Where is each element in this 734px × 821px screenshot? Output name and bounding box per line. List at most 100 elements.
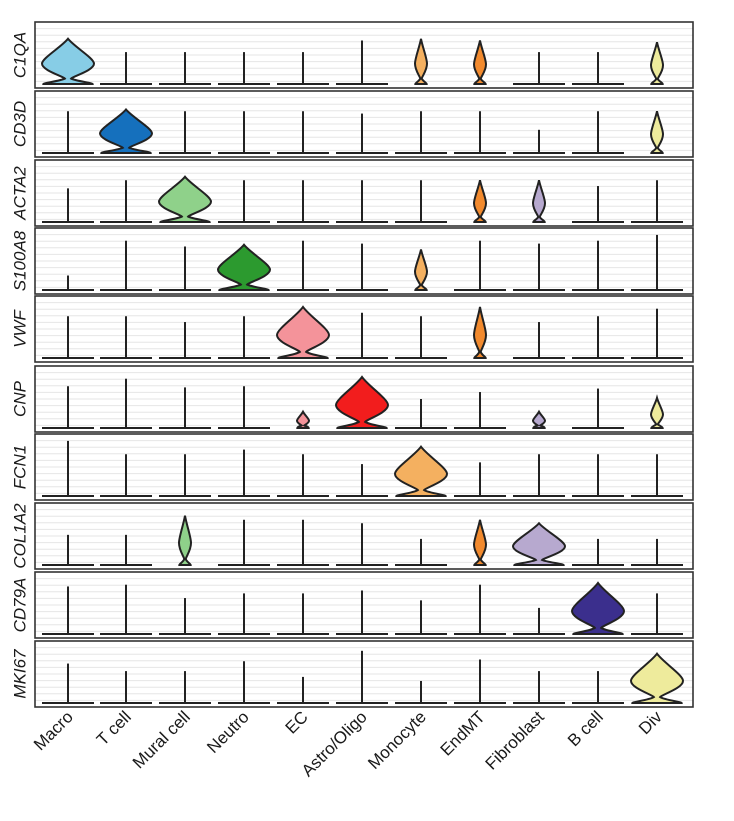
gene-panel-mki67: MKI67 [11,640,694,708]
violin-col1a2-mural-cell [177,515,193,566]
violin-mki67-endmt [454,659,506,704]
x-tick-label: EndMT [437,707,489,759]
violin-cd3d-fibroblast [513,129,565,154]
violin-acta2-b-cell [572,186,624,223]
violin-acta2-ec [277,180,329,223]
violin-mki67-t-cell [100,671,152,704]
violin-c1qa-macro [40,37,96,85]
violin-fcn1-t-cell [100,454,152,497]
violin-col1a2-neutro [218,519,270,566]
panel-border [34,295,694,363]
gene-panel-cnp: CNP [11,365,694,433]
violin-s100a8-monocyte [413,249,429,291]
violin-mki67-div [629,652,685,704]
violin-c1qa-endmt [472,40,488,85]
violin-col1a2-monocyte [395,538,447,566]
gene-panel-cd3d: CD3D [11,90,694,158]
violin-s100a8-neutro [216,243,272,291]
violin-s100a8-t-cell [100,240,152,291]
violin-cnp-ec [295,409,311,429]
violin-fcn1-endmt [454,462,506,497]
violin-mki67-macro [42,663,94,704]
violin-c1qa-t-cell [100,52,152,85]
violin-mki67-fibroblast [513,671,565,704]
violin-cd79a-fibroblast [513,607,565,635]
x-tick-label: B cell [564,707,607,750]
violin-fcn1-fibroblast [513,454,565,497]
violin-vwf-astro-oligo [336,312,388,359]
violin-col1a2-b-cell [572,538,624,566]
violin-cd3d-monocyte [395,111,447,154]
violin-c1qa-div [649,42,665,85]
violin-s100a8-endmt [454,240,506,291]
gene-panel-acta2: ACTA2 [11,159,694,227]
violin-c1qa-monocyte [413,38,429,85]
gene-label: FCN1 [11,445,30,489]
violin-cd79a-macro [42,586,94,635]
gene-panel-s100a8: S100A8 [11,227,694,295]
violin-acta2-fibroblast [531,180,547,223]
panel-border [34,502,694,570]
gene-label: ACTA2 [11,166,30,221]
gene-panel-cd79a: CD79A [11,571,694,639]
violin-cnp-t-cell [100,378,152,429]
violin-acta2-endmt [472,180,488,223]
violin-vwf-ec [275,305,331,359]
panel-border [34,640,694,708]
violin-s100a8-div [631,234,683,291]
violin-cnp-macro [42,386,94,429]
gene-label: CNP [11,380,30,417]
violin-col1a2-fibroblast [511,521,567,566]
violin-fcn1-neutro [218,449,270,497]
violin-acta2-macro [42,188,94,223]
violin-c1qa-neutro [218,52,270,85]
gene-panel-c1qa: C1QA [11,21,694,89]
violin-mki67-mural-cell [159,671,211,704]
violin-vwf-div [631,308,683,359]
violin-cnp-div [649,394,665,429]
panel-border [34,365,694,433]
violin-mki67-ec [277,676,329,704]
x-tick-label: Mural cell [129,707,194,772]
violin-mki67-astro-oligo [336,650,388,704]
violin-acta2-div [631,180,683,223]
violin-fcn1-monocyte [393,445,449,497]
violin-cd3d-t-cell [98,107,154,154]
violin-col1a2-endmt [472,519,488,566]
violin-cd3d-macro [42,111,94,154]
violin-cnp-mural-cell [159,387,211,429]
violin-s100a8-ec [277,240,329,291]
violin-fcn1-b-cell [572,454,624,497]
panel-border [34,90,694,158]
violin-c1qa-ec [277,52,329,85]
violin-cd79a-neutro [218,593,270,635]
panel-border [34,433,694,501]
x-tick-label: Fibroblast [482,707,548,773]
violin-cd79a-monocyte [395,600,447,635]
gene-panel-vwf: VWF [11,295,694,363]
violin-col1a2-ec [277,519,329,566]
gene-panel-col1a2: COL1A2 [11,502,694,570]
violin-acta2-astro-oligo [336,180,388,223]
violin-vwf-macro [42,316,94,359]
violin-cnp-monocyte [395,399,447,429]
violin-vwf-t-cell [100,316,152,359]
violin-cd79a-endmt [454,584,506,635]
violin-cnp-endmt [454,392,506,429]
violin-acta2-monocyte [395,180,447,223]
violin-col1a2-macro [42,534,94,566]
violin-fcn1-astro-oligo [336,464,388,497]
violin-acta2-t-cell [100,180,152,223]
gene-label: C1QA [11,32,30,78]
violin-cd79a-t-cell [100,584,152,635]
violin-mki67-monocyte [395,680,447,704]
gene-panel-fcn1: FCN1 [11,433,694,501]
violin-col1a2-astro-oligo [336,523,388,566]
gene-label: S100A8 [11,230,30,291]
violin-s100a8-mural-cell [159,246,211,291]
violin-cnp-astro-oligo [334,375,390,429]
violin-cd3d-div [649,111,665,154]
violin-vwf-neutro [218,316,270,359]
gene-panels: C1QA CD3D ACTA2 S100A8 VWF CNP FCN1 COL1A2 CD79A… [11,21,694,708]
violin-fcn1-ec [277,454,329,497]
